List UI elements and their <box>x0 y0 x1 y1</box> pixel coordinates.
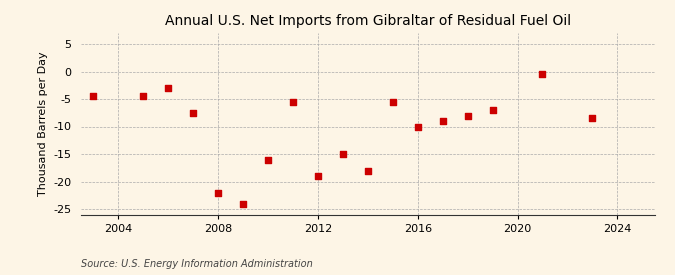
Point <box>462 113 473 118</box>
Point <box>188 111 198 115</box>
Point <box>213 190 223 195</box>
Point <box>487 108 498 112</box>
Point <box>163 86 173 90</box>
Point <box>88 94 99 98</box>
Point <box>138 94 148 98</box>
Point <box>387 100 398 104</box>
Title: Annual U.S. Net Imports from Gibraltar of Residual Fuel Oil: Annual U.S. Net Imports from Gibraltar o… <box>165 14 571 28</box>
Point <box>362 168 373 173</box>
Point <box>412 124 423 129</box>
Point <box>338 152 348 156</box>
Point <box>238 201 248 206</box>
Point <box>437 119 448 123</box>
Text: Source: U.S. Energy Information Administration: Source: U.S. Energy Information Administ… <box>81 259 313 269</box>
Point <box>263 157 273 162</box>
Point <box>288 100 298 104</box>
Point <box>587 116 598 120</box>
Y-axis label: Thousand Barrels per Day: Thousand Barrels per Day <box>38 51 48 196</box>
Point <box>313 174 323 178</box>
Point <box>537 72 548 76</box>
